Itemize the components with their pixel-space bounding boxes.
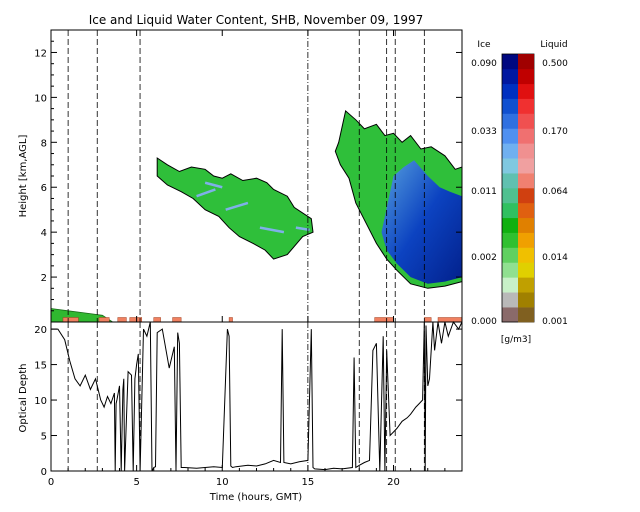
- ice-color-swatch: [502, 247, 518, 263]
- y-tick-label: 15: [34, 361, 47, 372]
- cloud-fill-layer: [51, 109, 462, 322]
- liquid-color-swatch: [518, 158, 534, 174]
- ice-color-swatch: [502, 128, 518, 144]
- ice-tick-label: 0.090: [471, 59, 497, 69]
- liquid-color-swatch: [518, 247, 534, 263]
- liquid-water-patch: [62, 317, 79, 322]
- liquid-color-swatch: [518, 217, 534, 233]
- liquid-water-patch: [172, 317, 182, 322]
- liquid-tick-label: 0.064: [542, 187, 568, 197]
- ice-color-swatch: [502, 54, 518, 70]
- colorbar: Ice Liquid 0.090 0.033 0.011 0.002 0.000 0.50…: [471, 40, 568, 345]
- liquid-color-swatch: [518, 232, 534, 248]
- bottom-y-axis-label: Optical Depth: [18, 364, 29, 433]
- liquid-water-patch: [424, 317, 432, 322]
- ice-tick-label: 0.033: [471, 127, 497, 137]
- ice-color-swatch: [502, 143, 518, 159]
- liquid-color-swatch: [518, 277, 534, 293]
- x-axis-label: Time (hours, GMT): [209, 492, 303, 503]
- liquid-color-swatch: [518, 68, 534, 85]
- ice-color-swatch: [502, 188, 518, 204]
- chart-title: Ice and Liquid Water Content, SHB, Novem…: [89, 13, 424, 27]
- ice-color-swatch: [502, 307, 518, 323]
- cloud-streak: [295, 226, 310, 232]
- ice-color-swatch: [502, 232, 518, 248]
- liquid-color-swatch: [518, 143, 534, 159]
- ice-tick-label: 0.002: [471, 253, 497, 263]
- liquid-color-swatch: [518, 128, 534, 144]
- liquid-water-patch: [437, 317, 462, 322]
- x-tick-label: 0: [48, 477, 54, 488]
- top-axis-ticks: 2 4 6 8 10 12: [34, 30, 462, 322]
- ice-cloud-region: [156, 157, 314, 260]
- liquid-water-patch: [153, 317, 161, 322]
- liquid-color-swatch: [518, 262, 534, 278]
- liquid-color-swatch: [518, 113, 534, 129]
- cloud-streak: [196, 188, 216, 198]
- bottom-axis-ticks: 0 5 10 15 20 0 5 10 15 20: [34, 325, 463, 488]
- dense-ice-core: [381, 160, 462, 284]
- ice-color-swatch: [502, 262, 518, 278]
- ice-color-swatch: [502, 217, 518, 233]
- liquid-water-patch: [98, 317, 110, 322]
- y-tick-label: 2: [41, 273, 47, 284]
- colorbar-units: [g/m3]: [501, 335, 531, 345]
- liquid-tick-label: 0.001: [542, 317, 568, 327]
- liquid-colorbar-label: Liquid: [540, 40, 567, 50]
- x-tick-label: 20: [387, 477, 400, 488]
- top-y-axis-label: Height [km,AGL]: [18, 135, 29, 218]
- liquid-color-swatch: [518, 307, 534, 323]
- ice-color-swatch: [502, 158, 518, 174]
- y-tick-label: 8: [41, 138, 47, 149]
- ice-color-swatch: [502, 292, 518, 308]
- liquid-color-swatch: [518, 54, 534, 70]
- liquid-color-swatch: [518, 173, 534, 189]
- ice-color-swatch: [502, 173, 518, 189]
- y-tick-label: 0: [41, 467, 47, 478]
- x-tick-label: 15: [302, 477, 315, 488]
- ice-color-swatch: [502, 277, 518, 293]
- ice-color-swatch: [502, 83, 518, 99]
- y-tick-label: 10: [34, 93, 47, 104]
- y-tick-label: 4: [41, 228, 47, 239]
- y-tick-label: 10: [34, 396, 47, 407]
- y-tick-label: 20: [34, 325, 47, 336]
- cloud-streak: [204, 181, 223, 189]
- liquid-water-patch: [117, 317, 127, 322]
- optical-depth-series-line: [51, 320, 463, 472]
- water-content-panel: 2 4 6 8 10 12 Height [km,AGL]: [18, 29, 463, 323]
- ice-colorbar-label: Ice: [477, 40, 491, 50]
- liquid-color-swatch: [518, 98, 534, 114]
- cloud-streak: [225, 201, 249, 211]
- colorbar-tick-labels: 0.090 0.033 0.011 0.002 0.000 0.500 0.170 0.064…: [471, 59, 568, 327]
- ice-color-swatch: [502, 113, 518, 129]
- y-tick-label: 5: [41, 432, 47, 443]
- cloud-streak: [259, 226, 285, 234]
- ice-color-swatch: [502, 98, 518, 114]
- y-tick-label: 6: [41, 183, 47, 194]
- liquid-colorbar: [518, 54, 534, 323]
- liquid-color-swatch: [518, 202, 534, 219]
- ice-color-swatch: [502, 202, 518, 219]
- liquid-color-swatch: [518, 188, 534, 204]
- event-lines-top: [67, 30, 425, 322]
- liquid-tick-label: 0.014: [542, 253, 568, 263]
- ice-tick-label: 0.000: [471, 317, 497, 327]
- liquid-color-swatch: [518, 292, 534, 308]
- liquid-tick-label: 0.500: [542, 59, 568, 69]
- x-tick-label: 10: [216, 477, 229, 488]
- ice-color-swatch: [502, 68, 518, 85]
- optical-depth-panel: 0 5 10 15 20 0 5 10 15 20 Optical Depth Time (hou…: [18, 320, 463, 503]
- liquid-color-swatch: [518, 83, 534, 99]
- x-tick-label: 5: [133, 477, 139, 488]
- liquid-tick-label: 0.170: [542, 127, 568, 137]
- y-tick-label: 12: [34, 48, 47, 59]
- liquid-water-patch: [374, 317, 394, 322]
- bottom-plot-frame: [50, 321, 463, 472]
- liquid-water-patch: [228, 317, 233, 322]
- ice-tick-label: 0.011: [471, 187, 497, 197]
